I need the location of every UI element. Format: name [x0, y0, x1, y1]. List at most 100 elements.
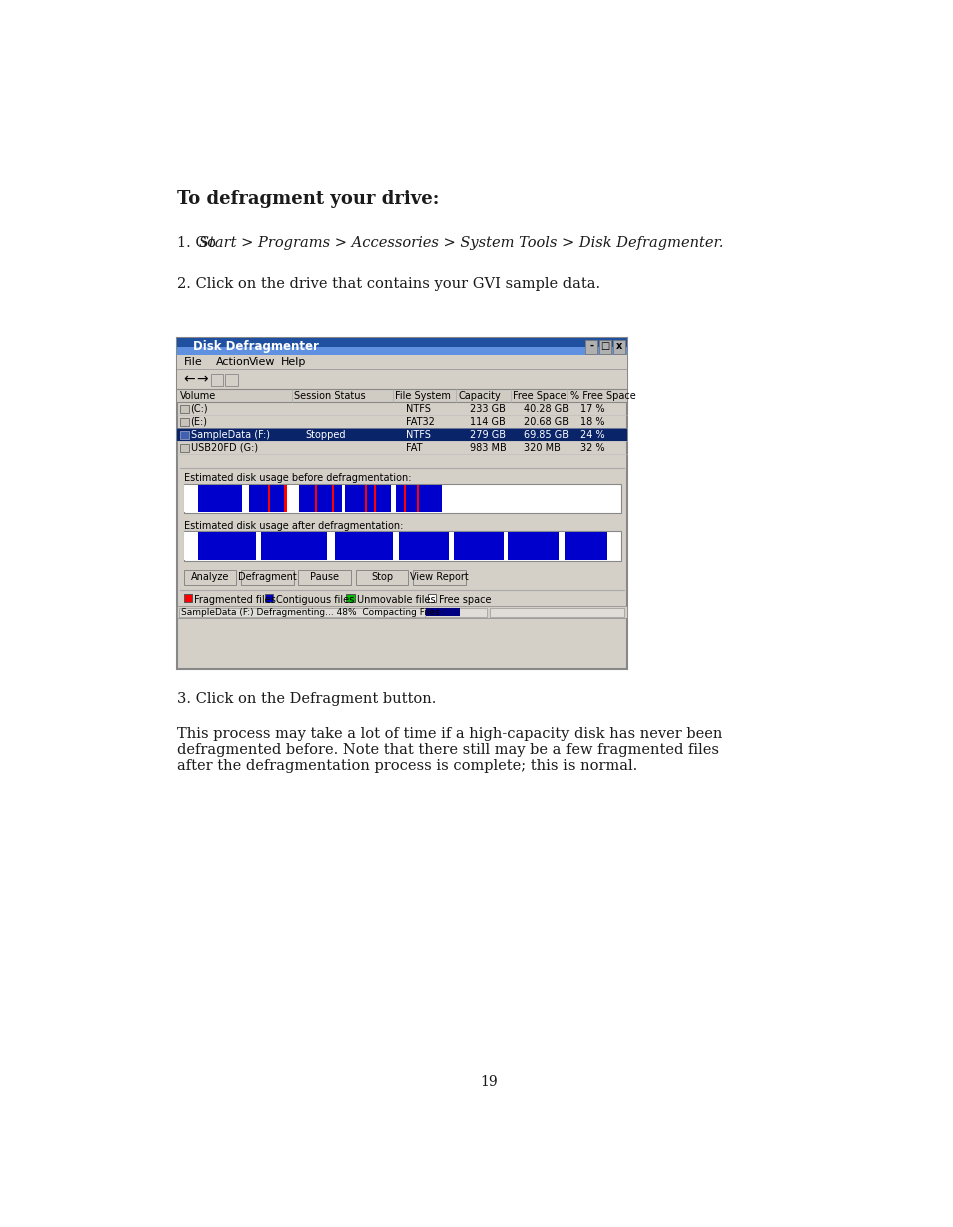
Bar [327, 533, 335, 560]
Text: x: x [616, 341, 621, 351]
Text: 3. Click on the Defragment button.: 3. Click on the Defragment button. [177, 692, 436, 707]
Bar [179, 418, 189, 426]
Text: This process may take a lot of time if a high-capacity disk has never been: This process may take a lot of time if a… [177, 728, 722, 741]
Bar [268, 485, 270, 512]
Text: Start > Programs > Accessories > System Tools > Disk Defragmenter.: Start > Programs > Accessories > System … [199, 236, 722, 250]
Bar [177, 606, 626, 618]
Bar [184, 485, 198, 512]
Text: FAT: FAT [406, 443, 422, 453]
Bar [270, 485, 276, 512]
Bar [375, 485, 391, 512]
Bar [249, 485, 268, 512]
Bar [406, 485, 412, 512]
Bar [546, 533, 558, 560]
Text: SampleData (F:): SampleData (F:) [191, 429, 270, 439]
Bar [395, 485, 403, 512]
Bar [358, 485, 365, 512]
Text: Capacity: Capacity [458, 390, 501, 400]
Text: Stop: Stop [371, 572, 393, 583]
Text: Free space: Free space [438, 595, 491, 605]
Text: (C:): (C:) [191, 404, 208, 413]
Bar [236, 485, 242, 512]
Bar [584, 340, 597, 355]
Bar [179, 432, 189, 439]
Text: 1. Go: 1. Go [177, 236, 221, 250]
Bar [198, 485, 221, 512]
Bar [315, 533, 327, 560]
Text: Disk Defragmenter: Disk Defragmenter [193, 340, 318, 352]
Bar [412, 485, 416, 512]
Text: Estimated disk usage before defragmentation:: Estimated disk usage before defragmentat… [183, 472, 411, 483]
Text: Action: Action [216, 357, 251, 367]
Bar [211, 373, 223, 387]
Text: Contiguous files: Contiguous files [275, 595, 354, 605]
Bar [367, 485, 370, 512]
Bar [184, 533, 198, 560]
Text: →: → [195, 373, 208, 387]
Bar [183, 531, 620, 561]
Text: 2. Click on the drive that contains your GVI sample data.: 2. Click on the drive that contains your… [177, 276, 599, 291]
Text: defragmented before. Note that there still may be a few fragmented files: defragmented before. Note that there sti… [177, 744, 719, 757]
Bar [413, 571, 465, 585]
Bar [221, 485, 224, 512]
Bar [323, 485, 332, 512]
Bar [179, 607, 426, 617]
Text: Free Space: Free Space [513, 390, 566, 400]
Bar [558, 533, 564, 560]
Bar [418, 485, 442, 512]
Bar [403, 485, 406, 512]
Bar [564, 533, 607, 560]
Bar [346, 594, 355, 602]
Bar [370, 485, 374, 512]
Bar [299, 533, 315, 560]
Bar [416, 485, 418, 512]
Text: File: File [183, 357, 202, 367]
Bar [365, 485, 367, 512]
Bar [183, 483, 620, 513]
Bar [284, 485, 287, 512]
Bar [276, 485, 284, 512]
Bar [178, 454, 625, 469]
Text: Fragmented files: Fragmented files [194, 595, 276, 605]
Bar [179, 405, 189, 413]
Bar [198, 533, 229, 560]
Text: 20.68 GB: 20.68 GB [523, 417, 568, 427]
Text: Pause: Pause [310, 572, 338, 583]
Bar [484, 533, 504, 560]
Bar [335, 533, 369, 560]
Bar [391, 485, 395, 512]
Bar [225, 373, 237, 387]
Text: -: - [589, 341, 593, 351]
Bar [314, 485, 316, 512]
Bar [598, 340, 611, 355]
Text: Stopped: Stopped [305, 429, 345, 439]
Bar [177, 339, 626, 347]
Bar [531, 533, 546, 560]
Bar [177, 389, 626, 402]
Bar [287, 485, 298, 512]
Text: Analyze: Analyze [191, 572, 229, 583]
Bar [316, 485, 320, 512]
Text: after the defragmentation process is complete; this is normal.: after the defragmentation process is com… [177, 760, 637, 773]
Text: 69.85 GB: 69.85 GB [523, 429, 568, 439]
Bar [441, 533, 449, 560]
Bar [426, 533, 441, 560]
Text: 320 MB: 320 MB [523, 443, 560, 453]
Bar [427, 594, 436, 602]
Text: 279 GB: 279 GB [469, 429, 505, 439]
Text: Estimated disk usage after defragmentation:: Estimated disk usage after defragmentati… [183, 520, 402, 531]
Bar [298, 485, 314, 512]
Bar [426, 607, 459, 616]
Text: 17 %: 17 % [579, 404, 604, 413]
Text: Unmovable files: Unmovable files [356, 595, 436, 605]
Bar [298, 571, 351, 585]
Text: □: □ [600, 341, 609, 351]
Bar [183, 571, 236, 585]
Text: 24 %: 24 % [579, 429, 604, 439]
Bar [504, 533, 508, 560]
Bar [332, 485, 334, 512]
Text: ←: ← [183, 373, 195, 387]
Text: 19: 19 [479, 1075, 497, 1090]
Bar [369, 533, 393, 560]
Bar [177, 347, 626, 355]
